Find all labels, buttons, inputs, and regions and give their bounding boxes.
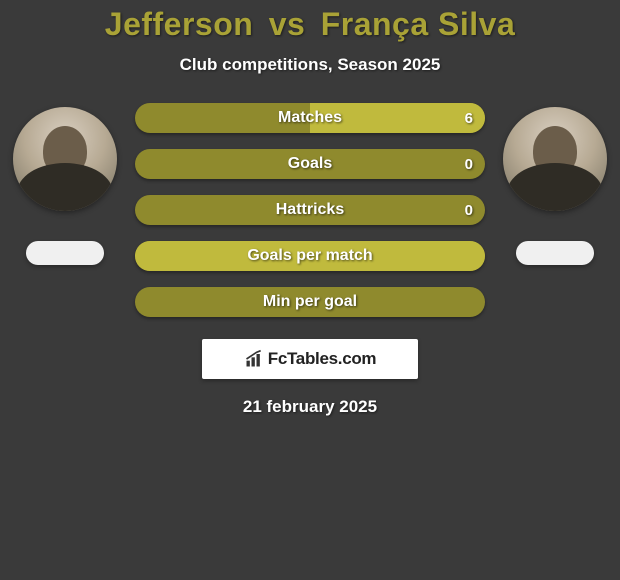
- comparison-card: Jefferson vs França Silva Club competiti…: [0, 0, 620, 580]
- stat-label: Min per goal: [263, 293, 357, 311]
- stat-value-right: 6: [465, 110, 473, 127]
- title-vs: vs: [269, 6, 306, 42]
- title-player2: França Silva: [321, 6, 516, 42]
- stat-value-right: 0: [465, 156, 473, 173]
- player-left-column: [13, 107, 117, 265]
- stat-row: Goals 0: [135, 149, 485, 179]
- stat-value-right: 0: [465, 202, 473, 219]
- stat-row: Min per goal: [135, 287, 485, 317]
- stat-label: Hattricks: [276, 201, 344, 219]
- stat-label: Matches: [278, 109, 342, 127]
- comparison-row: Matches 6 Goals 0 Hattricks 0 Goals per match M…: [0, 103, 620, 317]
- date-label: 21 february 2025: [0, 397, 620, 417]
- subtitle: Club competitions, Season 2025: [0, 55, 620, 75]
- chart-icon: [244, 349, 264, 369]
- stats-column: Matches 6 Goals 0 Hattricks 0 Goals per match M…: [135, 103, 485, 317]
- player-left-avatar: [13, 107, 117, 211]
- player-right-flag: [516, 241, 594, 265]
- title-player1: Jefferson: [105, 6, 254, 42]
- stat-row: Hattricks 0: [135, 195, 485, 225]
- stat-row: Matches 6: [135, 103, 485, 133]
- brand-badge: FcTables.com: [202, 339, 418, 379]
- player-right-column: [503, 107, 607, 265]
- player-right-avatar: [503, 107, 607, 211]
- stat-label: Goals: [288, 155, 332, 173]
- stat-label: Goals per match: [247, 247, 372, 265]
- brand-text: FcTables.com: [268, 349, 377, 369]
- page-title: Jefferson vs França Silva: [0, 6, 620, 43]
- stat-row: Goals per match: [135, 241, 485, 271]
- player-left-flag: [26, 241, 104, 265]
